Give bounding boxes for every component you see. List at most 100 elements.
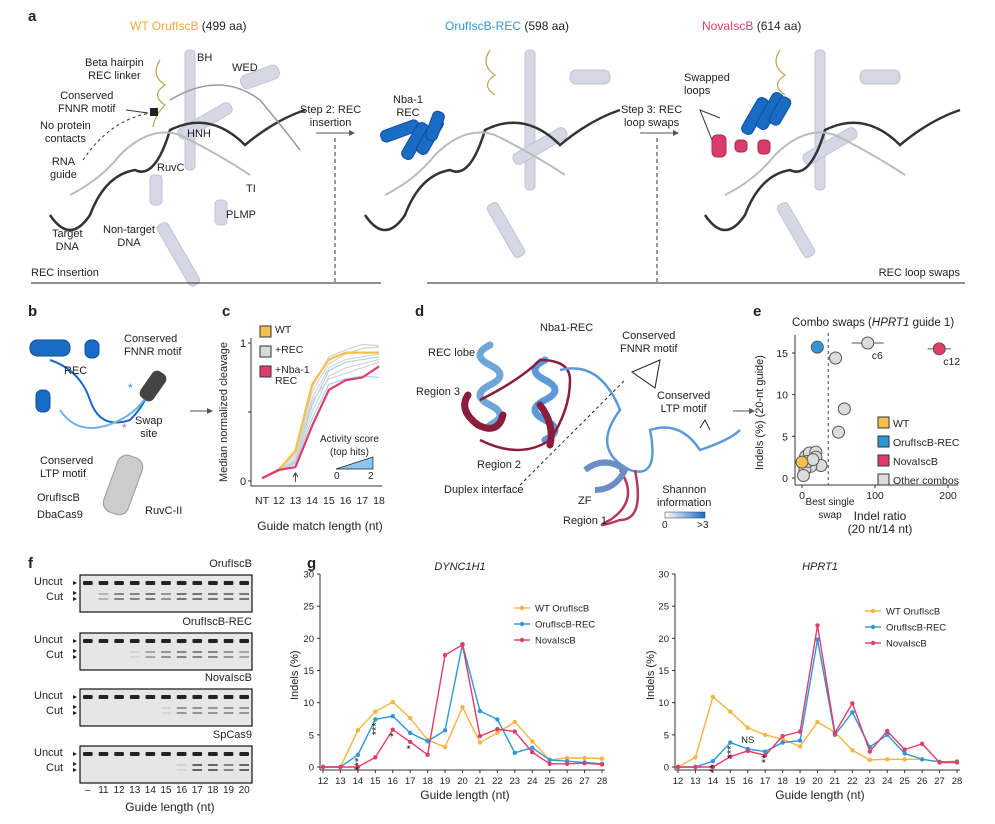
g-y-tick-label: 15 (303, 666, 314, 677)
g-x-tick-label: 21 (475, 776, 486, 787)
g-data-point (815, 637, 820, 642)
g-data-point (902, 751, 907, 756)
gel-cut-band (176, 598, 187, 600)
gel-cut-band (176, 656, 187, 658)
gel-cut-band (223, 712, 234, 714)
b-rec: REC (64, 365, 88, 377)
gel-uncut-band (114, 752, 124, 756)
c-arrow-icon (292, 472, 299, 482)
label-ruvc: RuvC (157, 162, 185, 174)
g-data-point (815, 719, 820, 725)
g-x-tick-label: 22 (492, 776, 503, 787)
gel-lane-label: 20 (238, 785, 250, 796)
gel-uncut-band (223, 695, 234, 699)
label-hnh: HNH (187, 128, 211, 140)
gel-cut-band (129, 656, 140, 658)
g-x-tick-label: 14 (353, 776, 364, 787)
gel-cut-band (98, 593, 109, 595)
c-x-tick-label: 12 (273, 495, 285, 507)
gel-uncut-band (161, 752, 171, 756)
d-rec-lobe: REC lobe (428, 347, 476, 359)
gel-uncut-band (239, 752, 249, 756)
gel-uncut-band (161, 695, 171, 699)
c-y-tick-label: 0 (240, 476, 246, 488)
g-data-point (530, 745, 535, 750)
g-y-tick-label: 30 (303, 570, 314, 581)
gel-uncut-band (98, 581, 109, 585)
e-xlabel: Indel ratio (20 nt/14 nt) (847, 509, 913, 536)
g-data-point (512, 750, 518, 756)
c-legend-swatch (259, 365, 272, 378)
e-point-label: c12 (943, 356, 960, 368)
c-series-line (261, 365, 380, 480)
g-data-point (885, 732, 890, 738)
gel-title: SpCas9 (212, 729, 252, 741)
panel-a-label: a (28, 8, 37, 25)
gel-uncut-label: Uncut (34, 747, 63, 759)
e-legend-label: OrufIscB-REC (893, 437, 960, 449)
g-data-point (675, 764, 681, 770)
gel-cut-band (208, 593, 218, 595)
nova-title-name: NovaIscB (702, 19, 754, 33)
label-fnnr: Conserved FNNR motif (58, 90, 116, 115)
gel-uncut-band (239, 581, 249, 585)
g-x-tick-label: 20 (457, 776, 468, 787)
e-point-label: c6 (872, 350, 883, 362)
g-data-point (495, 726, 500, 732)
label-hairpin: Beta hairpin REC linker (85, 57, 144, 82)
gel-uncut-band (176, 581, 187, 585)
gel-uncut-label: Uncut (34, 576, 63, 588)
d-scale-min: 0 (662, 520, 668, 531)
gel-lane-label: 17 (191, 785, 203, 796)
g-y-tick-label: 15 (658, 666, 669, 677)
d-zf: ZF (578, 495, 592, 507)
g1-ylabel: Indels (%) (289, 650, 301, 700)
g-x-tick-label: 25 (899, 776, 910, 787)
gel-cut-band (161, 707, 171, 709)
g-data-point (582, 760, 587, 766)
gel-title: OrufIscB (209, 558, 252, 570)
rec-title: OrufIscB-REC (598 aa) (445, 20, 569, 33)
g-y-tick-label: 10 (303, 698, 314, 709)
b-ruvc-ii: RuvC-II (145, 505, 183, 517)
gel-cut-label: Cut (46, 705, 64, 717)
gel-arrowhead-icon (73, 695, 77, 715)
gel-uncut-band (239, 639, 249, 643)
e-legend-label: NovaIscB (893, 456, 938, 468)
g-data-point (693, 764, 698, 770)
gel-arrowhead-icon (73, 639, 77, 659)
g-y-tick-label: 30 (658, 570, 669, 581)
g-x-tick-label: 16 (742, 776, 753, 787)
g-data-point (745, 725, 750, 730)
step3-label: Step 3: REC loop swaps (621, 104, 683, 129)
c-x-tick-label: 14 (306, 495, 318, 507)
gel-cut-band (223, 598, 234, 600)
g-significance-label: *** (370, 722, 382, 736)
c-x-tick-label: 15 (323, 495, 335, 507)
g-data-point (728, 709, 733, 714)
g-data-point (954, 760, 960, 765)
gel-cut-band (161, 712, 171, 714)
gel-cut-band (223, 764, 234, 766)
g-data-point (373, 717, 378, 722)
gel-title: OrufIscB-REC (182, 616, 252, 628)
g-significance-label: *** (353, 757, 365, 771)
g-data-point (477, 733, 483, 739)
e-legend-swatch (877, 416, 890, 429)
e-legend-swatch (877, 473, 890, 486)
gel-cut-band (192, 593, 203, 595)
g-y-tick-label: 20 (303, 634, 314, 645)
section-rec-insertion: REC insertion (31, 267, 99, 279)
g-y-tick-label: 10 (658, 698, 669, 709)
gel-cut-band (192, 707, 203, 709)
e-point-orufiscb-rec (810, 340, 824, 354)
gel-cut-band (239, 598, 249, 600)
g-data-point (710, 764, 716, 770)
shannon-scale-bar (664, 511, 706, 519)
g2-xlabel: Guide length (nt) (775, 788, 865, 802)
gel-uncut-band (223, 752, 234, 756)
e-legend-label: WT (893, 418, 910, 430)
g-x-tick-label: 18 (777, 776, 788, 787)
g-x-tick-label: 15 (725, 776, 736, 787)
g-data-point (780, 740, 785, 745)
